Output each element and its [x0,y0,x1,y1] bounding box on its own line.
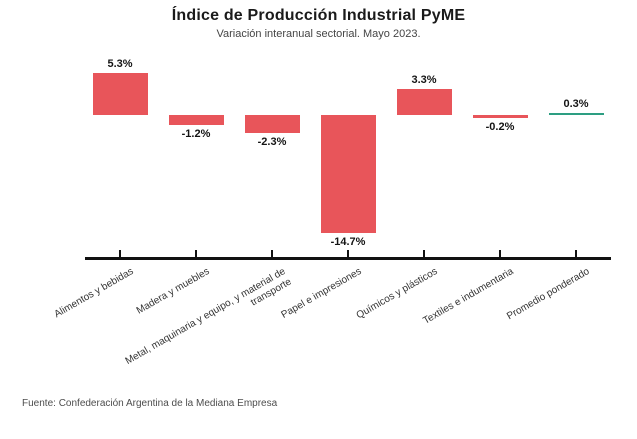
x-axis-tick-1 [195,250,197,257]
bar-value-label-5: -0.2% [485,120,515,133]
bar-value-label-3: -14.7% [330,235,366,248]
bar-1 [168,115,224,125]
x-axis-tick-0 [119,250,121,257]
x-axis-tick-4 [423,250,425,257]
x-axis-tick-5 [499,250,501,257]
bar-5 [472,115,528,118]
x-axis-line [85,257,611,260]
bar-value-label-4: 3.3% [411,73,437,86]
bar-2 [244,115,300,134]
x-axis-tick-6 [575,250,577,257]
chart-header: Índice de Producción Industrial PyME Var… [0,0,637,40]
bar-0 [92,72,148,115]
source-note: Fuente: Confederación Argentina de la Me… [22,398,278,409]
bar-value-label-2: -2.3% [257,136,287,149]
bar-6 [548,112,604,115]
chart-subtitle: Variación interanual sectorial. Mayo 202… [216,28,421,40]
bar-value-label-1: -1.2% [181,127,211,140]
x-axis-tick-3 [347,250,349,257]
bar-3 [320,115,376,233]
chart-title: Índice de Producción Industrial PyME [171,7,466,24]
bar-4 [396,88,452,115]
bar-value-label-0: 5.3% [107,57,133,70]
x-axis-tick-2 [271,250,273,257]
bar-value-label-6: 0.3% [563,97,589,110]
